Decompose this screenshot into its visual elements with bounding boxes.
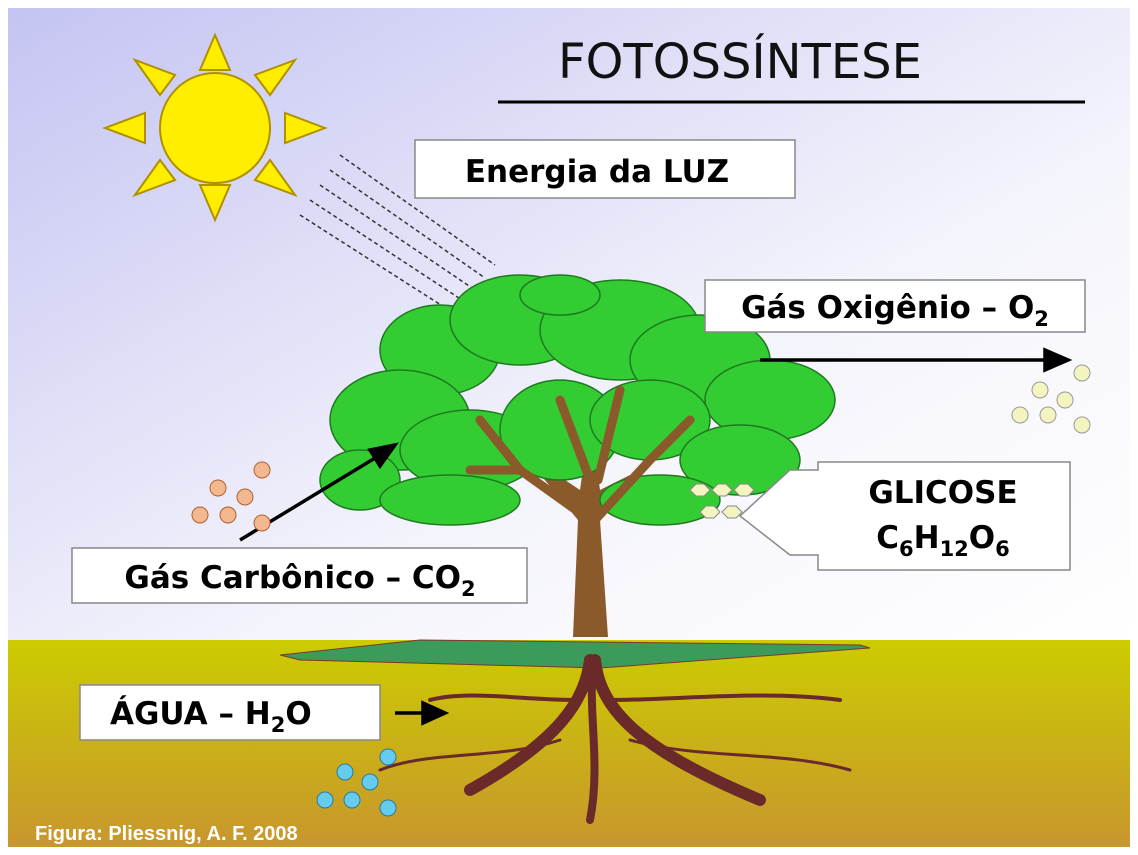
carbon-subscript: 2 xyxy=(461,577,476,601)
title: FOTOSSÍNTESE xyxy=(558,33,922,90)
formula-part: H xyxy=(914,520,940,556)
credit: Figura: Pliessnig, A. F. 2008 xyxy=(35,823,298,845)
water-text: ÁGUA – H xyxy=(110,696,271,732)
oxygen-label: Gás Oxigênio – O2 xyxy=(741,290,1049,331)
oxygen-subscript: 2 xyxy=(1034,307,1049,331)
carbon-text: Gás Carbônico – CO xyxy=(124,560,461,596)
water-subscript: 2 xyxy=(271,713,286,737)
ground xyxy=(8,640,1130,847)
photosynthesis-diagram: FOTOSSÍNTESE Energia da LUZ Gás Oxigênio… xyxy=(0,0,1138,855)
formula-subscript: 12 xyxy=(940,537,969,561)
light-label: Energia da LUZ xyxy=(465,154,729,190)
oxygen-text: Gás Oxigênio – O xyxy=(741,290,1034,326)
carbon-label: Gás Carbônico – CO2 xyxy=(124,560,475,601)
glucose-name: GLICOSE xyxy=(868,475,1017,511)
formula-subscript: 6 xyxy=(899,537,914,561)
water-text: O xyxy=(285,696,311,732)
sun xyxy=(105,35,325,220)
formula-part: C xyxy=(876,520,899,556)
formula-part: O xyxy=(969,520,995,556)
formula-subscript: 6 xyxy=(995,537,1010,561)
